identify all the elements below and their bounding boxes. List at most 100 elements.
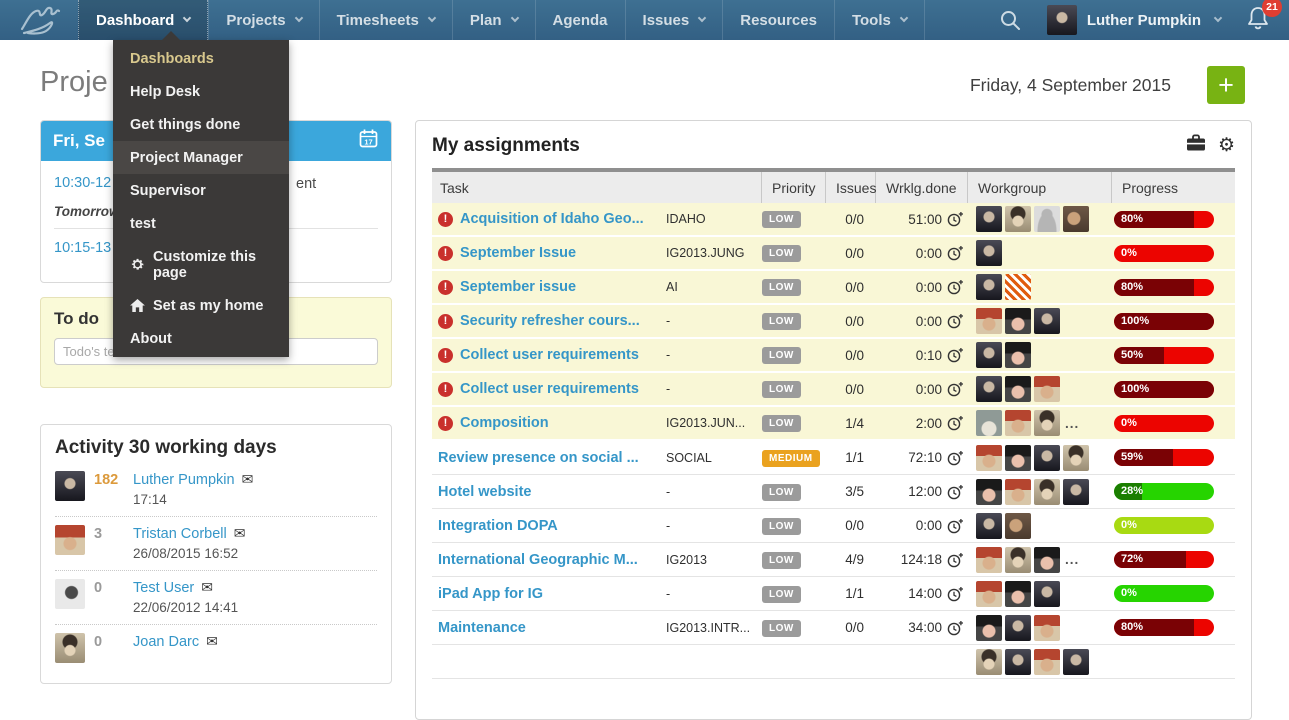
avatar[interactable]	[1005, 580, 1031, 607]
envelope-icon[interactable]: ✉	[201, 579, 213, 595]
avatar[interactable]	[1005, 546, 1031, 573]
column-header-issues[interactable]: Issues	[826, 172, 876, 203]
menu-item-dashboards[interactable]: Dashboards	[113, 42, 289, 75]
task-link[interactable]: Composition	[460, 415, 549, 431]
avatar[interactable]	[1005, 376, 1031, 402]
add-button[interactable]: +	[1207, 66, 1245, 104]
avatar[interactable]	[1034, 376, 1060, 402]
column-header-progress[interactable]: Progress	[1122, 179, 1179, 196]
column-header-task[interactable]: Task	[432, 172, 762, 203]
task-link[interactable]: International Geographic M...	[438, 551, 638, 568]
nav-item-projects[interactable]: Projects	[208, 0, 318, 40]
task-link[interactable]: September Issue	[460, 245, 577, 261]
nav-item-tools[interactable]: Tools	[833, 0, 925, 40]
avatar[interactable]	[1063, 206, 1089, 232]
avatar[interactable]	[1005, 206, 1031, 232]
clock-plus-icon[interactable]	[947, 211, 964, 227]
menu-item-project-manager[interactable]: Project Manager	[113, 141, 289, 174]
briefcase-icon[interactable]	[1186, 134, 1206, 157]
avatar[interactable]	[1005, 648, 1031, 675]
avatar[interactable]	[976, 614, 1002, 641]
task-link[interactable]: iPad App for IG	[438, 585, 543, 602]
clock-plus-icon[interactable]	[947, 415, 964, 431]
notifications-bell[interactable]: 21	[1247, 0, 1282, 35]
clock-plus-icon[interactable]	[947, 518, 964, 534]
avatar[interactable]	[976, 308, 1002, 334]
task-link[interactable]: Integration DOPA	[438, 517, 558, 534]
user-avatar[interactable]	[1046, 5, 1077, 35]
avatar[interactable]	[1034, 444, 1060, 471]
schedule-event-2-link[interactable]: 10:15-13	[54, 240, 112, 256]
task-link[interactable]: Review presence on social ...	[438, 449, 639, 466]
avatar[interactable]	[976, 512, 1002, 539]
avatar[interactable]	[1005, 308, 1031, 334]
person-link[interactable]: Joan Darc	[133, 634, 200, 650]
avatar[interactable]	[1034, 546, 1060, 573]
menu-item-help-desk[interactable]: Help Desk	[113, 75, 289, 108]
avatar[interactable]	[1005, 410, 1031, 436]
avatar[interactable]	[976, 206, 1002, 232]
avatar[interactable]	[1034, 410, 1060, 436]
nav-item-plan[interactable]: Plan	[451, 0, 535, 40]
menu-item-test[interactable]: test	[113, 207, 289, 240]
search-icon[interactable]	[999, 9, 1021, 31]
column-header-wrklg-done[interactable]: Wrklg.done	[876, 172, 968, 203]
todo-input[interactable]	[54, 338, 378, 365]
avatar[interactable]	[1034, 206, 1060, 232]
task-link[interactable]: Hotel website	[438, 483, 532, 500]
person-link[interactable]: Tristan Corbell	[133, 526, 227, 542]
task-link[interactable]: September issue	[460, 279, 577, 295]
column-header-priority[interactable]: Priority	[762, 172, 826, 203]
menu-item-about[interactable]: About	[113, 322, 289, 355]
avatar[interactable]	[976, 648, 1002, 675]
avatar[interactable]	[55, 525, 85, 555]
schedule-event-1-link[interactable]: 10:30-12	[54, 175, 112, 191]
avatar[interactable]	[976, 240, 1002, 266]
avatar[interactable]	[1034, 478, 1060, 505]
avatar[interactable]	[1005, 444, 1031, 471]
clock-plus-icon[interactable]	[947, 245, 964, 261]
column-header-workgroup[interactable]: Workgroup	[968, 172, 1112, 203]
nav-item-agenda[interactable]: Agenda	[534, 0, 625, 40]
avatar[interactable]	[1034, 308, 1060, 334]
avatar[interactable]	[976, 342, 1002, 368]
clock-plus-icon[interactable]	[947, 450, 964, 466]
avatar[interactable]	[55, 579, 85, 609]
clock-plus-icon[interactable]	[947, 347, 964, 363]
clock-plus-icon[interactable]	[947, 552, 964, 568]
avatar[interactable]	[976, 410, 1002, 436]
more-members-indicator[interactable]: ...	[1065, 552, 1080, 567]
avatar[interactable]	[55, 633, 85, 663]
avatar[interactable]	[976, 274, 1002, 300]
envelope-icon[interactable]: ✉	[241, 471, 254, 487]
menu-item-customize-this-page[interactable]: Customize this page	[113, 240, 289, 289]
envelope-icon[interactable]: ✉	[233, 525, 246, 541]
menu-item-set-as-my-home[interactable]: Set as my home	[113, 289, 289, 322]
envelope-icon[interactable]: ✉	[206, 633, 218, 649]
menu-item-get-things-done[interactable]: Get things done	[113, 108, 289, 141]
more-members-indicator[interactable]: ...	[1065, 415, 1080, 431]
task-link[interactable]: Collect user requirements	[460, 347, 639, 363]
avatar[interactable]	[976, 478, 1002, 505]
gear-icon[interactable]: ⚙	[1217, 135, 1235, 156]
avatar[interactable]	[976, 580, 1002, 607]
avatar[interactable]	[1034, 580, 1060, 607]
menu-item-supervisor[interactable]: Supervisor	[113, 174, 289, 207]
avatar[interactable]	[1063, 648, 1089, 675]
app-logo-icon[interactable]	[0, 0, 78, 40]
clock-plus-icon[interactable]	[947, 620, 964, 636]
clock-plus-icon[interactable]	[947, 381, 964, 397]
avatar[interactable]	[1063, 478, 1089, 505]
avatar[interactable]	[976, 376, 1002, 402]
task-link[interactable]: Acquisition of Idaho Geo...	[460, 211, 644, 227]
task-link[interactable]: Maintenance	[438, 619, 526, 636]
task-link[interactable]: Collect user requirements	[460, 381, 639, 397]
avatar[interactable]	[1005, 274, 1031, 300]
avatar[interactable]	[1005, 614, 1031, 641]
avatar[interactable]	[1005, 342, 1031, 368]
avatar[interactable]	[1005, 478, 1031, 505]
calendar-icon[interactable]: 17	[358, 128, 379, 154]
avatar[interactable]	[1034, 648, 1060, 675]
avatar[interactable]	[1063, 444, 1089, 471]
avatar[interactable]	[976, 444, 1002, 471]
